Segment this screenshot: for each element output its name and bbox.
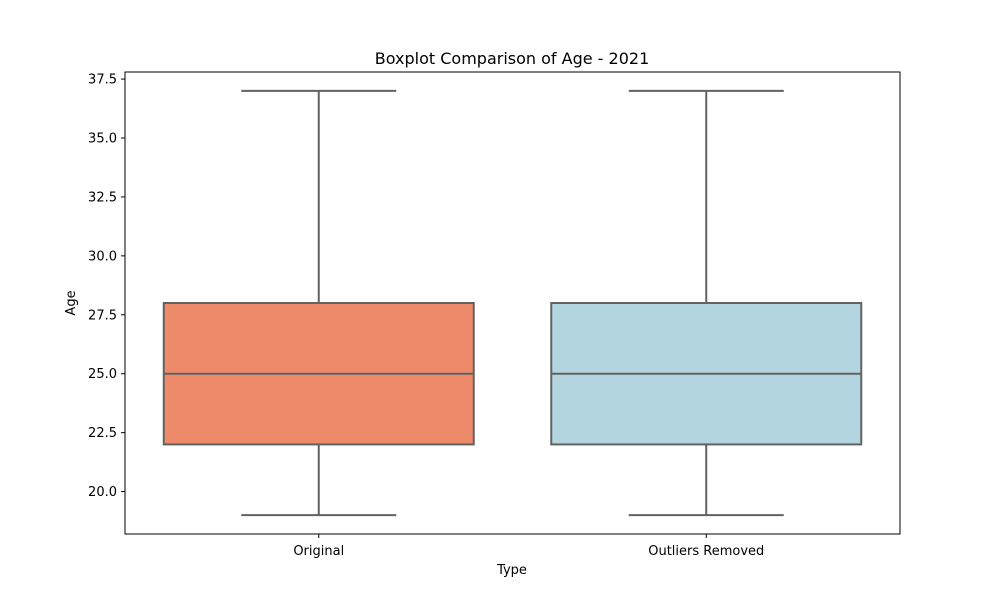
box-group — [550, 89, 863, 517]
box-group — [162, 89, 475, 517]
y-tick-label: 20.0 — [88, 485, 117, 500]
plot-frame — [124, 71, 901, 535]
y-axis-ticks: 20.0 22.5 25.0 27.5 30.0 32.5 35.0 37.5 — [88, 73, 125, 500]
y-tick-label: 25.0 — [88, 367, 117, 382]
y-tick-label: 22.5 — [88, 426, 117, 441]
x-axis-label: Type — [496, 563, 527, 578]
x-tick-label: Outliers Removed — [648, 544, 764, 559]
y-tick-label: 35.0 — [88, 132, 117, 147]
y-axis-label: Age — [64, 290, 79, 315]
y-tick-label: 37.5 — [88, 73, 117, 88]
x-tick-label: Original — [293, 544, 344, 559]
x-axis-ticks: Original Outliers Removed — [293, 534, 764, 559]
y-tick-label: 30.0 — [88, 249, 117, 264]
y-tick-label: 32.5 — [88, 190, 117, 205]
chart-title: Boxplot Comparison of Age - 2021 — [375, 49, 650, 68]
plot-area — [162, 89, 863, 517]
y-tick-label: 27.5 — [88, 308, 117, 323]
